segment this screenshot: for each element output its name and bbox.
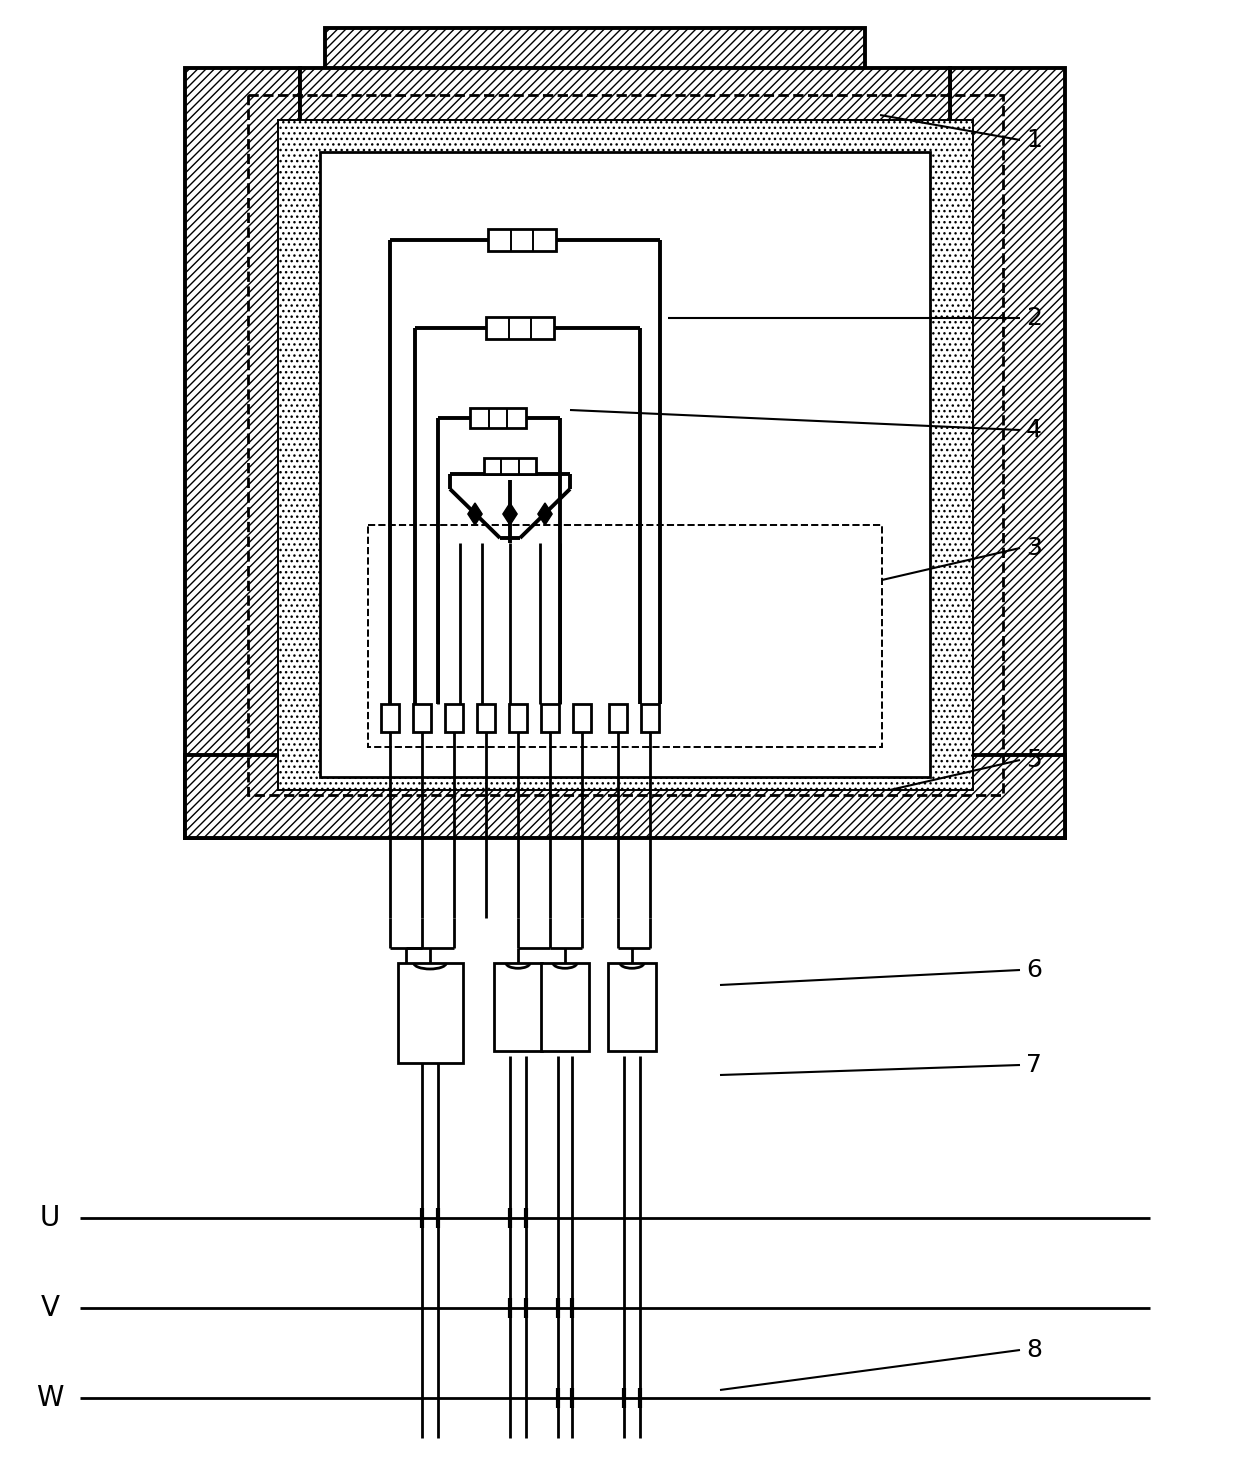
Bar [185,755,1065,838]
Text: 4: 4 [1025,418,1042,442]
Bar [325,28,866,88]
Bar [508,705,527,733]
Text: U: U [40,1204,60,1232]
Text: 3: 3 [1025,536,1042,559]
Bar [541,963,589,1051]
Text: 8: 8 [1025,1337,1042,1362]
Bar [608,963,656,1051]
Bar [470,408,526,429]
Bar [609,705,627,733]
Bar [320,153,930,777]
Text: V: V [41,1293,60,1323]
Polygon shape [467,504,482,526]
Polygon shape [538,504,552,526]
Bar [484,458,536,474]
Bar [248,95,1003,796]
Bar [445,705,463,733]
Bar [477,705,495,733]
Bar [494,963,542,1051]
Text: 6: 6 [1025,959,1042,982]
Bar [541,705,559,733]
Bar [413,705,432,733]
Bar [489,229,556,251]
Bar [278,120,973,790]
Text: W: W [36,1384,63,1412]
Bar [641,705,658,733]
Polygon shape [503,504,517,526]
Bar [185,68,300,838]
Bar [950,68,1065,838]
Bar [381,705,399,733]
Text: 7: 7 [1025,1053,1042,1078]
Bar [368,526,882,747]
Text: 1: 1 [1025,128,1042,153]
Bar [573,705,591,733]
Text: 5: 5 [1025,749,1042,772]
Bar [486,317,554,339]
Bar [398,963,463,1063]
Text: 2: 2 [1025,305,1042,330]
Bar [300,68,950,128]
